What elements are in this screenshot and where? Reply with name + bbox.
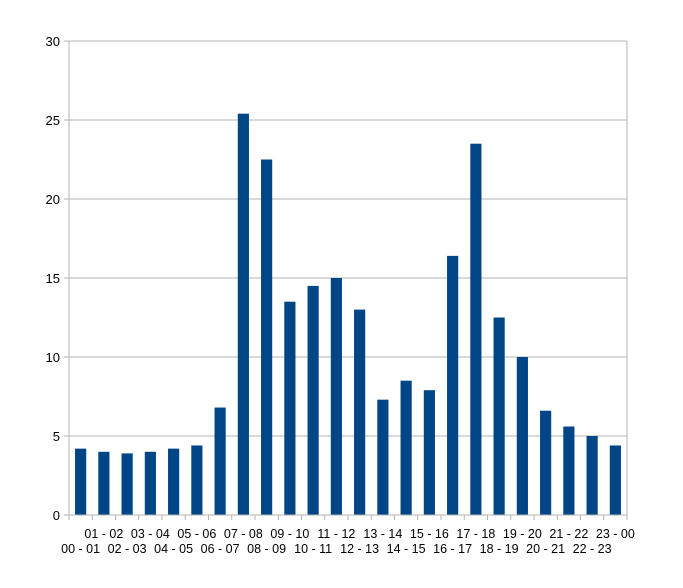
- bar-04-05: [168, 448, 180, 515]
- bar-12-13: [354, 309, 366, 515]
- x-tick-label: 21 - 22: [549, 527, 588, 541]
- bar-08-09: [261, 159, 273, 515]
- x-tick-label: 02 - 03: [108, 542, 147, 556]
- x-tick-label: 05 - 06: [177, 527, 216, 541]
- x-tick-label: 03 - 04: [131, 527, 170, 541]
- x-tick-label: 14 - 15: [387, 542, 426, 556]
- x-tick-label: 15 - 16: [410, 527, 449, 541]
- x-tick-label: 00 - 01: [61, 542, 100, 556]
- bar-15-16: [423, 390, 435, 515]
- axes: [64, 40, 628, 520]
- bar-19-20: [516, 357, 528, 515]
- bar-09-10: [284, 301, 296, 515]
- bar-18-19: [493, 317, 505, 515]
- y-tick-label: 5: [53, 429, 60, 444]
- bar-06-07: [214, 407, 226, 515]
- bar-22-23: [586, 436, 598, 515]
- x-tick-label: 19 - 20: [503, 527, 542, 541]
- x-tick-label: 16 - 17: [433, 542, 472, 556]
- bar-21-22: [563, 426, 575, 515]
- bar-00-01: [75, 448, 87, 515]
- x-tick-label: 07 - 08: [224, 527, 263, 541]
- x-tick-label: 22 - 23: [573, 542, 612, 556]
- bar-11-12: [330, 278, 342, 515]
- x-tick-label: 08 - 09: [247, 542, 286, 556]
- bar-02-03: [121, 453, 133, 515]
- x-tick-label: 17 - 18: [456, 527, 495, 541]
- x-tick-label: 01 - 02: [84, 527, 123, 541]
- x-tick-label: 09 - 10: [270, 527, 309, 541]
- y-tick-label: 15: [46, 271, 60, 286]
- bar-20-21: [540, 410, 552, 515]
- bars: [75, 113, 621, 516]
- x-tick-label: 13 - 14: [363, 527, 402, 541]
- gridlines: [69, 40, 627, 516]
- y-tick-label: 0: [53, 508, 60, 523]
- bar-05-06: [191, 445, 203, 515]
- x-tick-label: 20 - 21: [526, 542, 565, 556]
- bar-07-08: [237, 113, 249, 516]
- x-tick-label: 12 - 13: [340, 542, 379, 556]
- bar-01-02: [98, 451, 110, 515]
- bar-14-15: [400, 380, 412, 515]
- bar-13-14: [377, 399, 389, 515]
- y-tick-label: 20: [46, 192, 60, 207]
- bar-10-11: [307, 285, 319, 515]
- y-tick-label: 25: [46, 113, 60, 128]
- x-tick-label: 23 - 00: [596, 527, 635, 541]
- bar-23-00: [609, 445, 621, 515]
- x-tick-label: 18 - 19: [480, 542, 519, 556]
- x-tick-label: 10 - 11: [294, 542, 332, 556]
- bar-17-18: [470, 143, 482, 515]
- bar-03-04: [144, 451, 156, 515]
- x-tick-label: 11 - 12: [317, 527, 355, 541]
- bar-16-17: [447, 255, 459, 515]
- x-tick-label: 06 - 07: [201, 542, 240, 556]
- x-tick-label: 04 - 05: [154, 542, 193, 556]
- y-tick-label: 10: [46, 350, 60, 365]
- y-tick-labels: 0 5 10 15 20 25 30: [46, 34, 60, 523]
- y-tick-label: 30: [46, 34, 60, 49]
